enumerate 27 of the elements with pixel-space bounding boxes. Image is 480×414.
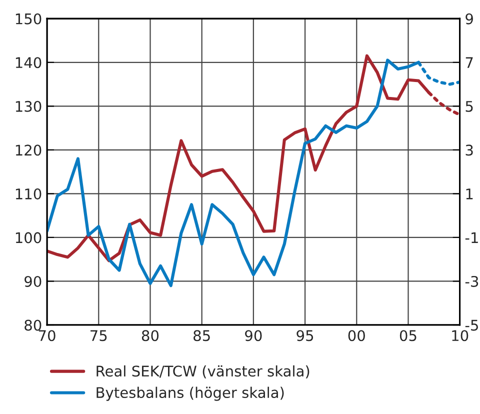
y2-tick-label: 5 — [466, 101, 473, 112]
y2-tick-label: 9 — [466, 13, 473, 24]
y2-tick-label: -5 — [465, 320, 478, 331]
y-tick-label: 80 — [24, 320, 42, 331]
y2-tick-label: -1 — [465, 232, 478, 243]
x-tick-label: 00 — [348, 330, 365, 342]
y-tick-label: 90 — [24, 276, 42, 287]
x-tick-label: 70 — [38, 330, 56, 342]
y-tick-label: 140 — [16, 57, 42, 68]
y-tick-label: 100 — [16, 232, 42, 244]
x-tick-label: 10 — [452, 330, 468, 342]
y-tick-label: 120 — [16, 144, 42, 156]
x-tick-label: 05 — [400, 330, 416, 342]
y-tick-label: 130 — [16, 100, 42, 112]
y2-tick-label: 1 — [466, 188, 473, 200]
y-tick-label: 110 — [16, 188, 42, 200]
y-tick-label: 150 — [16, 13, 42, 24]
legend-label: Bytesbalans (höger skala) — [96, 386, 284, 401]
y2-tick-label: 7 — [466, 57, 473, 68]
y2-tick-label: 3 — [466, 144, 473, 156]
x-tick-label: 75 — [90, 330, 107, 342]
legend-label: Real SEK/TCW (vänster skala) — [96, 365, 310, 378]
y2-tick-label: -3 — [465, 276, 478, 287]
x-tick-label: 80 — [142, 330, 159, 342]
x-tick-label: 85 — [194, 330, 210, 342]
x-tick-label: 90 — [245, 330, 262, 342]
x-tick-label: 95 — [296, 330, 314, 342]
